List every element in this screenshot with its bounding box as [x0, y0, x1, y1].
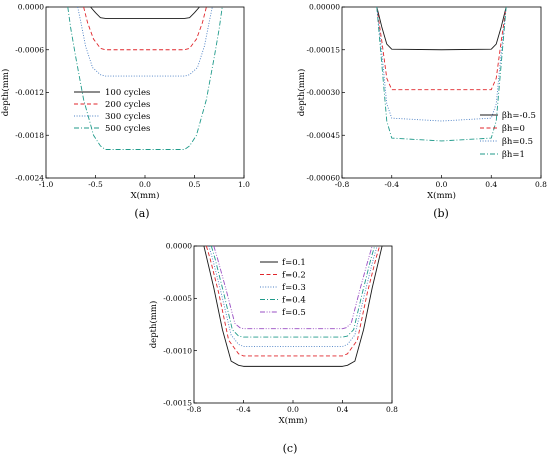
x-axis-title: X(mm): [427, 190, 456, 201]
y-tick-label: -0.0012: [15, 88, 44, 97]
y-tick-label: 0.0000: [18, 3, 44, 12]
legend-label: f=0.2: [282, 271, 306, 281]
legend-label: βh=0.5: [502, 137, 533, 147]
x-tick-label: 0.0: [287, 405, 299, 414]
panel-b: -0.8 -0.4 0.0 0.4 0.8 0.00000 -0.00015 -0.00030…: [296, 3, 547, 220]
legend-label: f=0.3: [282, 283, 306, 293]
legend-label: 300 cycles: [105, 112, 150, 122]
y-tick-label: 0.0000: [166, 242, 192, 251]
legend-label: 200 cycles: [105, 100, 150, 110]
y-tick-label: 0.00000: [309, 3, 340, 12]
y-tick-label: -0.00015: [306, 45, 340, 54]
legend: f=0.1 f=0.2 f=0.3 f=0.4 f=0.5: [260, 258, 306, 318]
x-tick-label: 0.8: [386, 405, 398, 414]
x-tick-label: 0.8: [535, 180, 547, 189]
y-tick-label: -0.00030: [306, 88, 340, 97]
legend: βh=-0.5 βh=0 βh=0.5 βh=1: [480, 111, 536, 160]
legend-label: βh=-0.5: [502, 111, 536, 121]
series-line: [208, 245, 378, 347]
legend-label: βh=1: [502, 150, 525, 160]
legend-label: 500 cycles: [105, 124, 150, 134]
legend-label: f=0.5: [282, 308, 306, 318]
x-tick-label: 0.4: [485, 180, 497, 189]
legend: 100 cycles 200 cycles 300 cycles 500 cycles: [74, 88, 150, 134]
x-tick-label: -0.8: [335, 180, 350, 189]
y-axis-title: depth(mm): [0, 69, 11, 117]
x-tick-label: 0.0: [139, 180, 151, 189]
y-tick-label: -0.00045: [306, 131, 340, 140]
x-tick-label: -1.0: [39, 180, 54, 189]
y-axis-title: depth(mm): [148, 301, 159, 349]
series-line: [77, 6, 213, 77]
series-line: [205, 245, 381, 357]
series-line: [210, 245, 376, 338]
x-tick-label: 0.4: [337, 405, 349, 414]
panel-label: (b): [433, 207, 449, 220]
y-axis-title: depth(mm): [296, 69, 307, 117]
y-tick-label: -0.0005: [163, 294, 192, 303]
panel-label: (c): [283, 442, 298, 455]
legend-label: βh=0: [502, 124, 525, 134]
series-line: [83, 6, 207, 51]
x-axis-title: X(mm): [131, 190, 160, 201]
y-tick-label: -0.0018: [15, 131, 44, 140]
panel-a: -1.0 -0.5 0.0 0.5 1.0 0.0000 -0.0006 -0.0012 -0.…: [0, 3, 250, 220]
y-tick-label: -0.0010: [163, 346, 192, 355]
legend-label: 100 cycles: [105, 88, 150, 98]
panel-c: -0.8 -0.4 0.0 0.4 0.8 0.0000 -0.0005 -0.0010 -0.…: [148, 242, 398, 455]
y-tick-label: -0.0006: [15, 45, 44, 54]
x-tick-label: -0.4: [236, 405, 251, 414]
series-line: [376, 6, 507, 51]
series-line: [376, 6, 507, 91]
y-tick-label: -0.0024: [15, 174, 44, 183]
x-tick-label: 1.0: [238, 180, 250, 189]
series-line: [67, 6, 223, 150]
legend-label: f=0.1: [282, 258, 306, 268]
x-tick-label: -0.4: [385, 180, 400, 189]
x-axis-title: X(mm): [279, 415, 308, 426]
series-line: [203, 245, 383, 367]
x-tick-label: -0.5: [88, 180, 103, 189]
series-line: [376, 6, 507, 122]
series-line: [376, 6, 507, 142]
x-tick-label: 0.0: [436, 180, 448, 189]
y-tick-label: -0.0015: [163, 399, 192, 408]
x-tick-label: -0.8: [187, 405, 202, 414]
x-tick-label: 0.5: [189, 180, 201, 189]
panel-label: (a): [134, 207, 149, 220]
series-line: [90, 6, 200, 19]
legend-label: f=0.4: [282, 296, 306, 306]
y-tick-label: -0.00060: [306, 174, 340, 183]
